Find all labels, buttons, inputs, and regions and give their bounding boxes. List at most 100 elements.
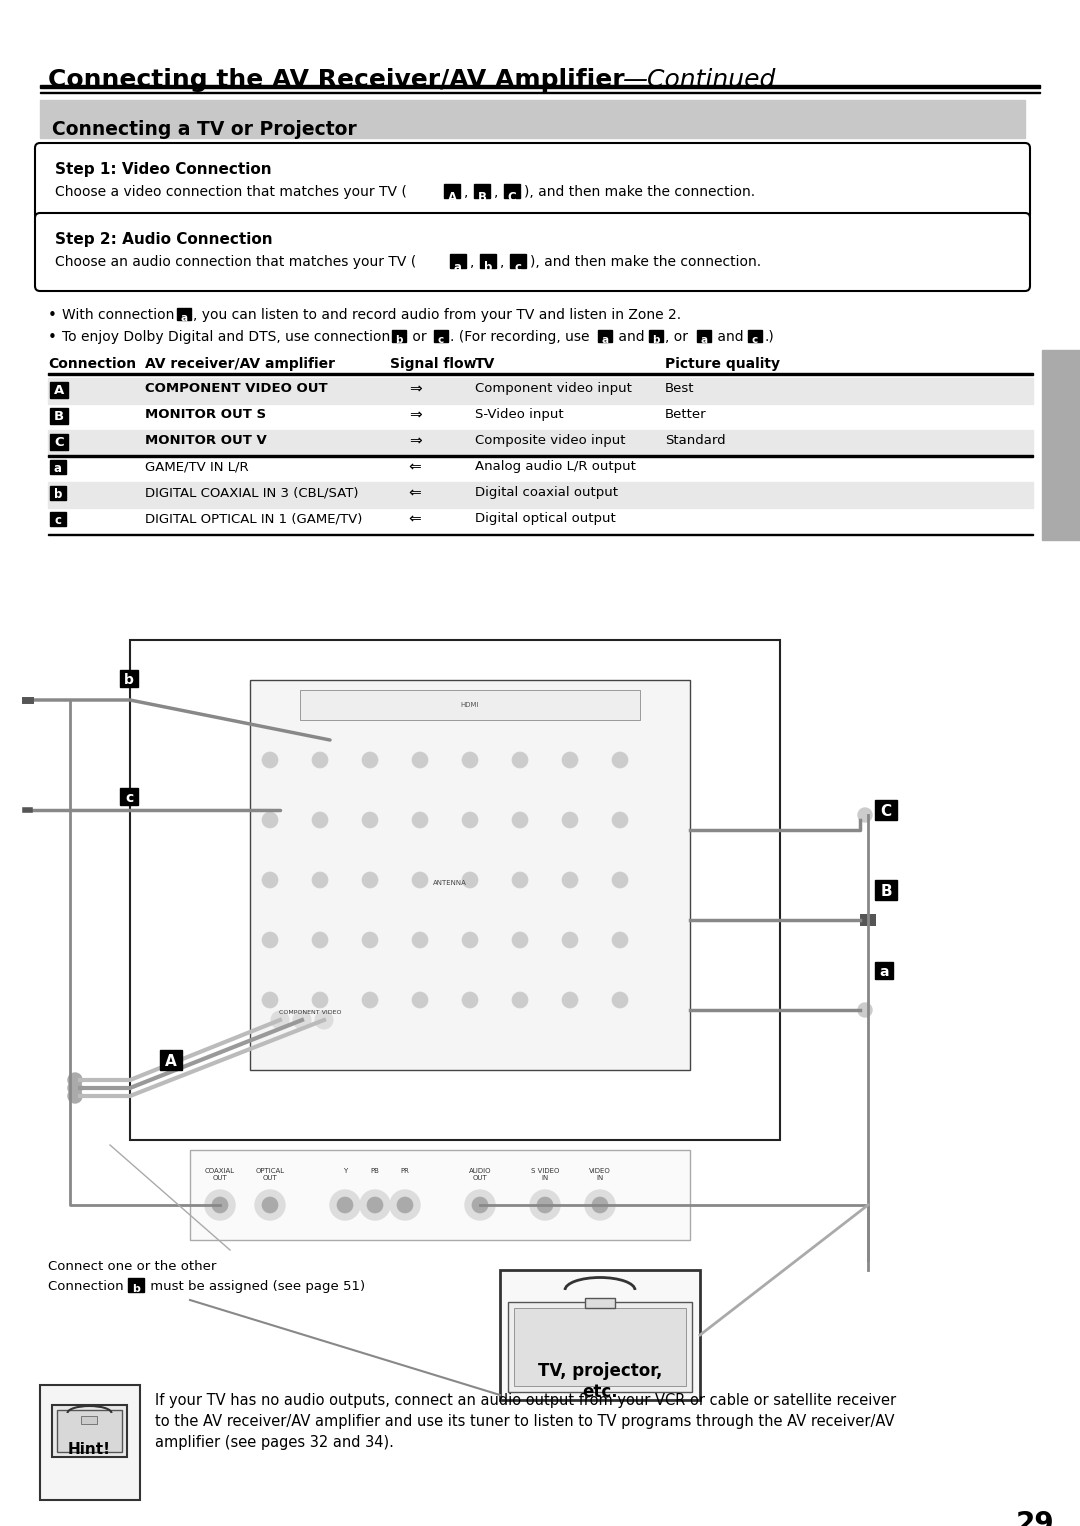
Bar bbox=[190, 1151, 690, 1241]
Text: a: a bbox=[879, 964, 889, 978]
Bar bbox=[1042, 349, 1080, 540]
Text: . (For recording, use: . (For recording, use bbox=[450, 330, 594, 343]
Circle shape bbox=[212, 1196, 228, 1213]
Circle shape bbox=[362, 871, 378, 888]
Bar bbox=[130, 639, 780, 1140]
Bar bbox=[50, 407, 68, 424]
Text: c: c bbox=[437, 336, 444, 345]
Text: ,: , bbox=[470, 255, 474, 269]
Text: PR: PR bbox=[401, 1167, 409, 1173]
Text: C: C bbox=[880, 804, 892, 818]
Bar bbox=[585, 1299, 615, 1308]
Bar bbox=[50, 485, 66, 501]
Text: ), and then make the connection.: ), and then make the connection. bbox=[530, 255, 761, 269]
Text: c: c bbox=[54, 514, 62, 526]
Text: A: A bbox=[447, 191, 457, 204]
Text: b: b bbox=[395, 336, 403, 345]
Bar bbox=[748, 330, 762, 342]
Circle shape bbox=[293, 1012, 311, 1029]
Circle shape bbox=[262, 932, 278, 948]
Circle shape bbox=[312, 752, 328, 768]
Circle shape bbox=[205, 1190, 235, 1219]
Text: Digital optical output: Digital optical output bbox=[475, 513, 616, 525]
Circle shape bbox=[612, 992, 627, 1009]
Bar bbox=[508, 1302, 692, 1392]
Bar bbox=[504, 185, 519, 198]
Text: ANTENNA: ANTENNA bbox=[433, 881, 467, 887]
Text: b: b bbox=[124, 673, 134, 687]
Circle shape bbox=[68, 1073, 82, 1087]
Text: or: or bbox=[408, 330, 431, 343]
Circle shape bbox=[312, 992, 328, 1009]
Bar bbox=[450, 253, 465, 269]
Text: ⇐: ⇐ bbox=[408, 485, 421, 501]
Circle shape bbox=[462, 812, 478, 829]
Circle shape bbox=[330, 1190, 360, 1219]
Bar bbox=[177, 308, 191, 320]
FancyBboxPatch shape bbox=[35, 214, 1030, 291]
Circle shape bbox=[462, 992, 478, 1009]
Circle shape bbox=[367, 1196, 383, 1213]
Text: Connection: Connection bbox=[48, 1280, 127, 1293]
Text: DIGITAL OPTICAL IN 1 (GAME/TV): DIGITAL OPTICAL IN 1 (GAME/TV) bbox=[145, 513, 363, 525]
Bar bbox=[40, 101, 1025, 137]
Text: —Continued: —Continued bbox=[623, 69, 777, 92]
Bar bbox=[50, 433, 68, 450]
Circle shape bbox=[262, 812, 278, 829]
Text: Analog audio L/R output: Analog audio L/R output bbox=[475, 459, 636, 473]
Circle shape bbox=[612, 752, 627, 768]
Bar bbox=[514, 1308, 686, 1386]
Circle shape bbox=[312, 871, 328, 888]
Text: AUDIO
OUT: AUDIO OUT bbox=[469, 1167, 491, 1181]
Text: C: C bbox=[508, 191, 516, 204]
Text: Standard: Standard bbox=[665, 433, 726, 447]
Circle shape bbox=[562, 932, 578, 948]
Text: .): .) bbox=[764, 330, 773, 343]
Bar bbox=[48, 430, 1032, 456]
Circle shape bbox=[411, 871, 428, 888]
Circle shape bbox=[462, 871, 478, 888]
Text: b: b bbox=[132, 1283, 140, 1294]
Bar bbox=[875, 961, 893, 980]
Text: 29: 29 bbox=[1015, 1511, 1054, 1526]
Bar bbox=[697, 330, 711, 342]
Circle shape bbox=[512, 992, 528, 1009]
Text: Composite video input: Composite video input bbox=[475, 433, 625, 447]
Text: a: a bbox=[602, 336, 608, 345]
Bar bbox=[129, 1277, 144, 1293]
Text: COMPONENT VIDEO: COMPONENT VIDEO bbox=[279, 1010, 341, 1015]
Text: Signal flow: Signal flow bbox=[390, 357, 476, 371]
Text: Y: Y bbox=[342, 1167, 347, 1173]
Text: Connecting the AV Receiver/AV Amplifier: Connecting the AV Receiver/AV Amplifier bbox=[48, 69, 624, 92]
Text: Picture quality: Picture quality bbox=[665, 357, 780, 371]
Circle shape bbox=[337, 1196, 353, 1213]
Text: Step 2: Audio Connection: Step 2: Audio Connection bbox=[55, 232, 272, 247]
Bar bbox=[50, 459, 66, 475]
Text: ⇒: ⇒ bbox=[408, 382, 421, 397]
Circle shape bbox=[472, 1196, 488, 1213]
Text: Better: Better bbox=[665, 407, 706, 421]
Text: ⇒: ⇒ bbox=[408, 433, 421, 449]
Circle shape bbox=[612, 871, 627, 888]
Text: ⇐: ⇐ bbox=[408, 513, 421, 526]
Circle shape bbox=[462, 752, 478, 768]
Text: A: A bbox=[165, 1053, 177, 1068]
Circle shape bbox=[262, 1196, 278, 1213]
Text: a: a bbox=[180, 313, 188, 324]
Circle shape bbox=[562, 752, 578, 768]
Circle shape bbox=[858, 1003, 872, 1016]
Bar bbox=[392, 330, 406, 342]
Circle shape bbox=[262, 752, 278, 768]
Text: ), and then make the connection.: ), and then make the connection. bbox=[524, 185, 755, 198]
Bar bbox=[50, 382, 68, 398]
Circle shape bbox=[68, 1090, 82, 1103]
Text: ⇐: ⇐ bbox=[408, 459, 421, 475]
Circle shape bbox=[512, 812, 528, 829]
Bar bbox=[474, 185, 490, 198]
Text: •: • bbox=[48, 308, 57, 324]
Text: b: b bbox=[54, 487, 63, 501]
Text: If your TV has no audio outputs, connect an audio output from your VCR or cable : If your TV has no audio outputs, connect… bbox=[156, 1393, 896, 1450]
Circle shape bbox=[312, 812, 328, 829]
Circle shape bbox=[512, 752, 528, 768]
Circle shape bbox=[562, 871, 578, 888]
